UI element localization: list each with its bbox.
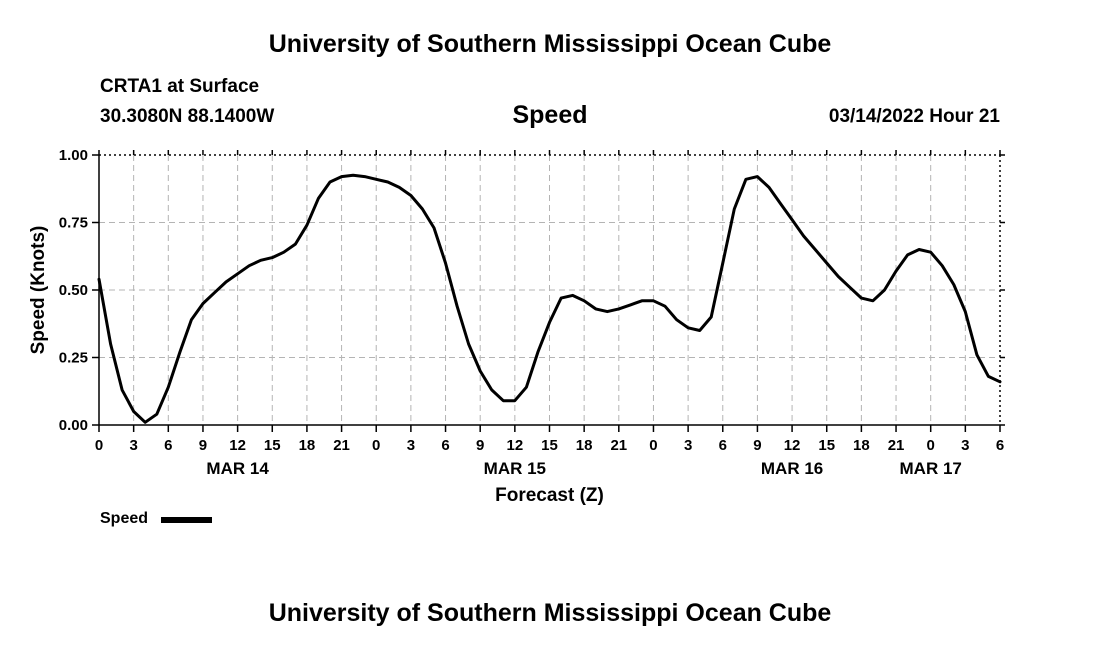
x-tick-label: 6 (164, 437, 172, 454)
x-tick-label: 18 (299, 437, 316, 454)
x-tick-label: 15 (541, 437, 558, 454)
legend-label: Speed (100, 510, 149, 527)
x-tick-label: 18 (576, 437, 593, 454)
y-tick-label: 0.75 (59, 215, 88, 232)
x-tick-label: 9 (476, 437, 484, 454)
x-axis-title: Forecast (Z) (495, 485, 604, 506)
x-tick-label: 12 (784, 437, 801, 454)
station-label: CRTA1 at Surface (100, 76, 260, 97)
legend-line-swatch (161, 517, 212, 523)
x-tick-label: 18 (853, 437, 870, 454)
x-tick-label: 3 (407, 437, 415, 454)
page-title: University of Southern Mississippi Ocean… (268, 30, 832, 58)
x-tick-label: 9 (753, 437, 761, 454)
x-tick-label: 9 (199, 437, 207, 454)
x-tick-label: 3 (129, 437, 137, 454)
y-tick-label: 0.25 (59, 350, 88, 367)
y-tick-label: 0.50 (59, 282, 88, 299)
x-tick-label: 15 (818, 437, 835, 454)
date-label: MAR 15 (484, 459, 546, 478)
date-label: MAR 14 (206, 459, 269, 478)
y-tick-label: 0.00 (59, 417, 88, 434)
x-tick-label: 15 (264, 437, 281, 454)
x-tick-label: 6 (996, 437, 1004, 454)
x-tick-label: 0 (649, 437, 657, 454)
x-tick-label: 21 (888, 437, 905, 454)
x-tick-label: 0 (372, 437, 380, 454)
date-label: MAR 16 (761, 459, 823, 478)
date-label: MAR 17 (900, 459, 962, 478)
y-tick-label: 1.00 (59, 147, 88, 164)
x-tick-label: 6 (719, 437, 727, 454)
forecast-datetime: 03/14/2022 Hour 21 (828, 106, 1000, 127)
x-tick-label: 0 (927, 437, 935, 454)
footer-title: University of Southern Mississippi Ocean… (268, 599, 832, 627)
coordinates-label: 30.3080N 88.1400W (100, 106, 275, 127)
x-tick-label: 21 (333, 437, 350, 454)
x-tick-label: 12 (507, 437, 524, 454)
x-tick-label: 6 (441, 437, 449, 454)
x-tick-label: 3 (961, 437, 969, 454)
x-tick-label: 0 (95, 437, 103, 454)
x-tick-label: 21 (610, 437, 627, 454)
chart-title: Speed (512, 101, 588, 129)
speed-series-line (97, 173, 1002, 424)
x-tick-label: 12 (229, 437, 246, 454)
y-axis-title: Speed (Knots) (28, 226, 49, 355)
x-tick-label: 3 (684, 437, 692, 454)
